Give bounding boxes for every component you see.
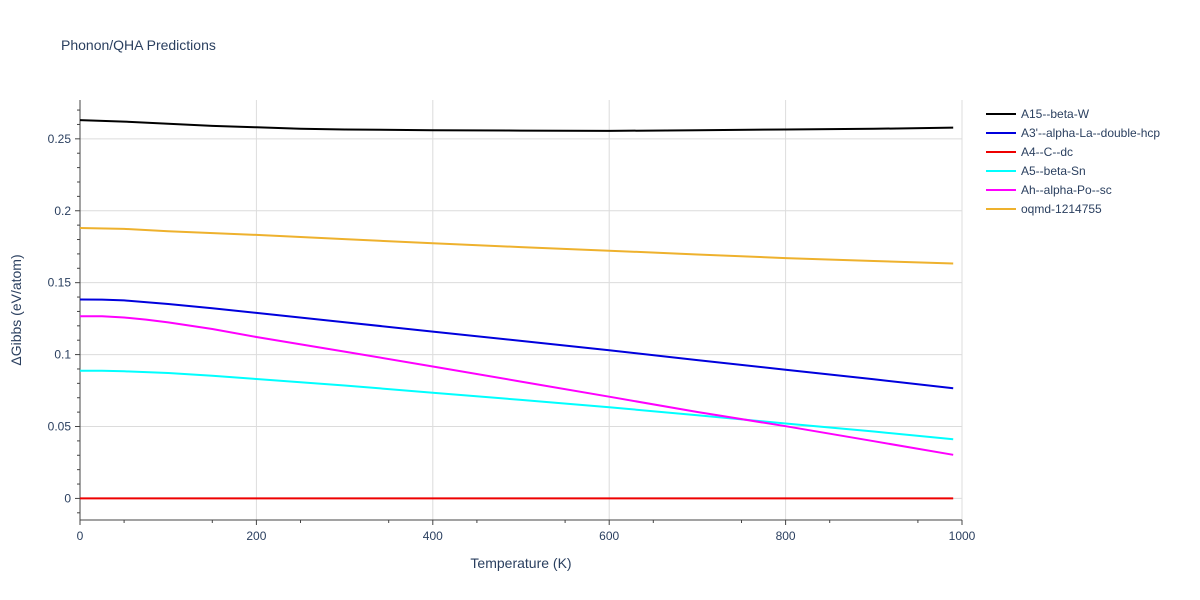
y-tick-label: 0 — [64, 491, 71, 505]
legend-label: Ah--alpha-Po--sc — [1021, 183, 1112, 197]
legend-item-ah-alpha-po-sc[interactable]: Ah--alpha-Po--sc — [986, 183, 1112, 197]
legend-label: A4--C--dc — [1021, 145, 1073, 159]
x-tick-label: 400 — [423, 529, 443, 543]
legend[interactable]: A15--beta-W A3'--alpha-La--double-hcp A4--… — [986, 107, 1160, 216]
series-line-ah-alpha-po-sc[interactable] — [79, 315, 954, 456]
y-axis-title: ΔGibbs (eV/atom) — [8, 254, 24, 365]
legend-label: A3'--alpha-La--double-hcp — [1021, 126, 1160, 140]
legend-item-a3-alpha-la-double-hcp[interactable]: A3'--alpha-La--double-hcp — [986, 126, 1160, 140]
legend-label: A5--beta-Sn — [1021, 164, 1086, 178]
series-line-a15-beta-w[interactable] — [79, 119, 954, 132]
y-tick-label: 0.1 — [54, 348, 71, 362]
axes: 0 200 400 600 800 1000 0 0.05 0.1 0.15 0.2 0.25 — [48, 100, 976, 543]
grid — [80, 100, 963, 520]
series-lines — [79, 119, 954, 500]
x-axis-title: Temperature (K) — [470, 555, 571, 571]
x-tick-label: 600 — [599, 529, 619, 543]
x-tick-label: 200 — [246, 529, 266, 543]
legend-item-a15-beta-w[interactable]: A15--beta-W — [986, 107, 1090, 121]
series-line-oqmd-1214755[interactable] — [79, 227, 954, 265]
x-tick-label: 800 — [776, 529, 796, 543]
series-line-a5-beta-sn[interactable] — [79, 369, 954, 441]
legend-item-oqmd-1214755[interactable]: oqmd-1214755 — [986, 202, 1102, 216]
y-tick-label: 0.15 — [48, 276, 72, 290]
chart-title: Phonon/QHA Predictions — [61, 37, 216, 53]
y-tick-label: 0.05 — [48, 420, 72, 434]
legend-label: oqmd-1214755 — [1021, 202, 1102, 216]
series-line-a3-alpha-la-double-hcp[interactable] — [79, 298, 954, 390]
legend-label: A15--beta-W — [1021, 107, 1090, 121]
y-tick-label: 0.25 — [48, 132, 72, 146]
legend-item-a4-c-dc[interactable]: A4--C--dc — [986, 145, 1073, 159]
legend-item-a5-beta-sn[interactable]: A5--beta-Sn — [986, 164, 1086, 178]
x-tick-label: 0 — [77, 529, 84, 543]
y-tick-label: 0.2 — [54, 204, 71, 218]
x-tick-label: 1000 — [949, 529, 976, 543]
